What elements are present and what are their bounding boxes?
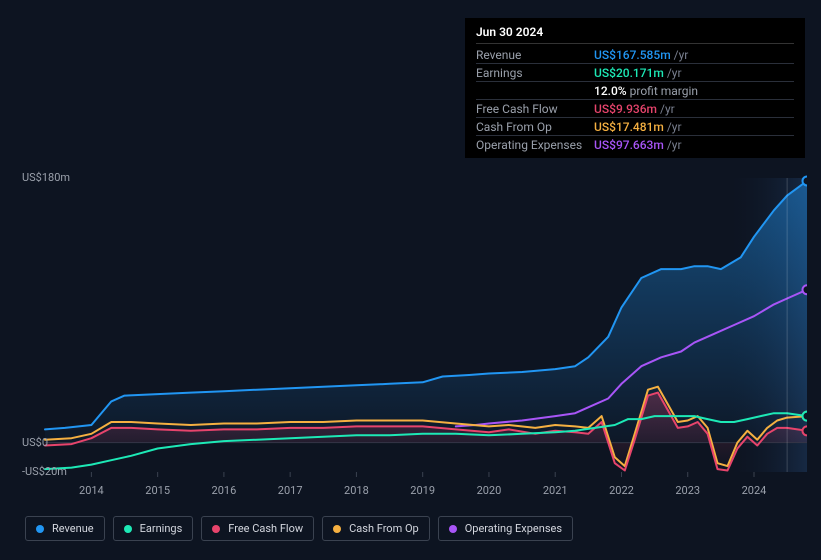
tooltip-row-label: Earnings (476, 66, 594, 80)
legend-item-label: Operating Expenses (465, 522, 562, 535)
legend-item-op_exp[interactable]: Operating Expenses (438, 516, 573, 541)
tooltip-row-value: US$20.171m (594, 66, 664, 80)
tooltip-extra-value: 12.0% (594, 84, 627, 98)
legend-item-earnings[interactable]: Earnings (113, 516, 194, 541)
x-axis-tick-label: 2016 (212, 484, 237, 497)
chart-tooltip: Jun 30 2024 RevenueUS$167.585m/yrEarning… (465, 18, 805, 158)
end-marker-revenue (803, 176, 808, 185)
tooltip-row-unit: /yr (667, 138, 682, 152)
tooltip-row: Operating ExpensesUS$97.663m/yr (476, 136, 794, 153)
legend-dot-icon (333, 525, 341, 533)
tooltip-row-value: US$167.585m (594, 48, 671, 62)
legend-dot-icon (449, 525, 457, 533)
x-axis-labels: 2014 2015 2016 2017 2018 2019 2020 2021 2022 2023… (17, 484, 807, 502)
legend-item-label: Free Cash Flow (228, 522, 303, 535)
x-axis-tick-label: 2019 (410, 484, 435, 497)
tooltip-row-value-cell: US$97.663m/yr (594, 138, 794, 152)
x-axis-tick-label: 2024 (742, 484, 767, 497)
legend-item-label: Earnings (140, 522, 183, 535)
tooltip-row-unit: /yr (667, 66, 682, 80)
y-axis-tick-label: -US$20m (22, 465, 67, 478)
tooltip-row-value: US$17.481m (594, 120, 664, 134)
legend-dot-icon (212, 525, 220, 533)
legend-dot-icon (124, 525, 132, 533)
chart-plot-area[interactable] (17, 160, 807, 490)
tooltip-row: Free Cash FlowUS$9.936m/yr (476, 100, 794, 118)
series-area-revenue (45, 181, 807, 443)
tooltip-row-value-cell: US$20.171m/yr (594, 66, 794, 80)
x-axis-tick-label: 2017 (278, 484, 303, 497)
tooltip-row-extra: 12.0%profit margin (476, 82, 794, 100)
tooltip-date: Jun 30 2024 (476, 25, 794, 44)
tooltip-row-unit: /yr (674, 48, 689, 62)
x-axis-tick-label: 2018 (344, 484, 369, 497)
tooltip-row-value-cell: US$9.936m/yr (594, 102, 794, 116)
y-axis-tick-label: US$180m (22, 171, 70, 184)
x-axis-tick-label: 2020 (477, 484, 502, 497)
tooltip-extra-label: profit margin (630, 84, 698, 98)
tooltip-row: EarningsUS$20.171m/yr (476, 64, 794, 82)
legend-item-fcf[interactable]: Free Cash Flow (201, 516, 314, 541)
legend-item-cash_from_op[interactable]: Cash From Op (322, 516, 430, 541)
x-axis-tick-label: 2015 (145, 484, 170, 497)
legend-dot-icon (36, 525, 44, 533)
tooltip-row: RevenueUS$167.585m/yr (476, 46, 794, 64)
legend-item-label: Revenue (52, 522, 94, 535)
end-marker-earnings (803, 412, 808, 421)
x-axis-tick-label: 2022 (609, 484, 634, 497)
tooltip-row-value: US$97.663m (594, 138, 664, 152)
tooltip-row-unit: /yr (667, 120, 682, 134)
end-marker-fcf (803, 426, 808, 435)
legend-item-label: Cash From Op (349, 522, 419, 535)
tooltip-row-value-cell: US$17.481m/yr (594, 120, 794, 134)
tooltip-row-value-cell: US$167.585m/yr (594, 48, 794, 62)
y-axis-tick-label: US$0 (22, 436, 48, 449)
tooltip-row-label: Revenue (476, 48, 594, 62)
tooltip-row: Cash From OpUS$17.481m/yr (476, 118, 794, 136)
legend-item-revenue[interactable]: Revenue (25, 516, 105, 541)
tooltip-row-unit: /yr (660, 102, 675, 116)
tooltip-row-label: Cash From Op (476, 120, 594, 134)
tooltip-row-value: US$9.936m (594, 102, 657, 116)
x-axis-tick-label: 2014 (79, 484, 104, 497)
x-axis-tick-label: 2023 (675, 484, 700, 497)
chart-legend: Revenue Earnings Free Cash Flow Cash From O… (25, 516, 573, 541)
tooltip-row-label: Free Cash Flow (476, 102, 594, 116)
chart-svg (17, 160, 807, 490)
x-axis-tick-label: 2021 (543, 484, 568, 497)
tooltip-row-label: Operating Expenses (476, 138, 594, 152)
end-marker-op_exp (803, 285, 808, 294)
